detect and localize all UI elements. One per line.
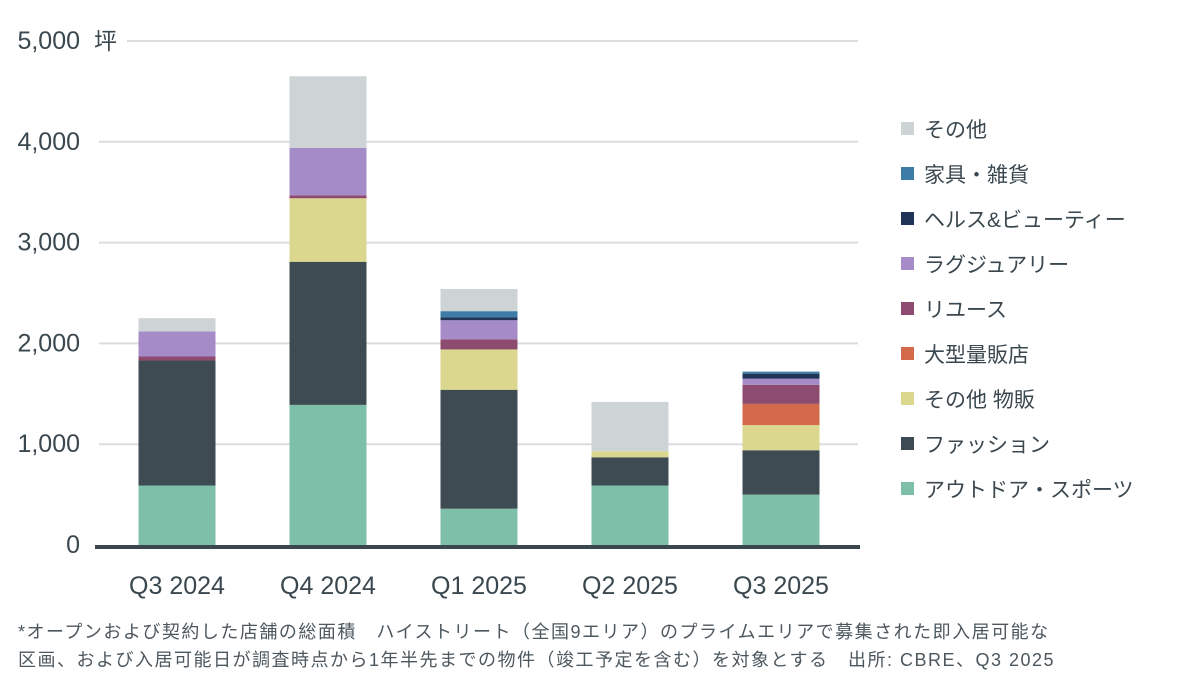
legend-label: アウトドア・スポーツ xyxy=(924,478,1134,502)
legend-item: その他 xyxy=(901,106,1134,151)
bar-segment xyxy=(138,485,216,545)
bar-segment xyxy=(289,147,367,196)
legend-item: 家具・雑貨 xyxy=(901,151,1134,196)
bar-segment xyxy=(289,404,367,545)
legend-swatch xyxy=(901,212,914,225)
bar-segment xyxy=(289,76,367,148)
bar-segment xyxy=(440,317,518,321)
legend-item: ラグジュアリー xyxy=(901,241,1134,286)
legend-label: その他 xyxy=(924,118,987,142)
bar-segment xyxy=(440,389,518,509)
bar-segment xyxy=(289,198,367,262)
x-tick-label: Q1 2025 xyxy=(431,572,527,600)
legend-swatch xyxy=(901,122,914,135)
bar-segment xyxy=(440,339,518,350)
bar-segment xyxy=(138,360,216,486)
chart-legend: その他家具・雑貨ヘルス&ビューティー ラグジュアリー リユース大型量販店その他 物販… xyxy=(901,106,1134,511)
bar-segment xyxy=(591,457,669,486)
legend-item: アウトドア・スポーツ xyxy=(901,466,1134,511)
legend-item: 大型量販店 xyxy=(901,331,1134,376)
legend-swatch xyxy=(901,482,914,495)
footnote-line-2: 区画、および入居可能日が調査時点から1年半先までの物件（竣工予定を含む）を対象と… xyxy=(18,650,1056,670)
legend-label: 家具・雑貨 xyxy=(924,163,1029,187)
bar-segment xyxy=(591,485,669,545)
bar-segment xyxy=(742,450,820,495)
x-tick-label: Q3 2025 xyxy=(733,572,829,600)
y-tick-label: 0 xyxy=(66,531,80,559)
legend-swatch xyxy=(901,167,914,180)
x-tick-label: Q4 2024 xyxy=(280,572,376,600)
stacked-bar-chart: 0 1,000 2,000 3,000 4,000 5,000 坪 Q3 2024 Q4 202… xyxy=(17,27,860,600)
footnote-line-1: *オープンおよび契約した店舗の総面積 ハイストリート（全国9エリア）のプライムエ… xyxy=(18,622,1050,642)
bar-segment xyxy=(440,320,518,340)
legend-label: ヘルス&ビューティー xyxy=(924,208,1126,232)
y-tick-label: 4,000 xyxy=(17,128,80,156)
x-tick-label: Q2 2025 xyxy=(582,572,678,600)
bar-segment xyxy=(591,401,669,452)
bar-segment xyxy=(440,349,518,390)
legend-swatch xyxy=(901,257,914,270)
legend-label: ファッション xyxy=(924,433,1050,457)
legend-item: ヘルス&ビューティー xyxy=(901,196,1134,241)
bar-segment xyxy=(440,508,518,545)
legend-label: ラグジュアリー xyxy=(924,253,1070,277)
bar-segment xyxy=(289,195,367,199)
bar-segment xyxy=(440,311,518,318)
bar-segment xyxy=(742,384,820,404)
legend-swatch xyxy=(901,347,914,360)
legend-item: リユース xyxy=(901,286,1134,331)
bar-segment xyxy=(138,318,216,332)
y-tick-label: 2,000 xyxy=(17,329,80,357)
bar-segment xyxy=(591,451,669,458)
bar-segment xyxy=(742,403,820,426)
x-tick-label: Q3 2024 xyxy=(129,572,225,600)
footnote: *オープンおよび契約した店舗の総面積 ハイストリート（全国9エリア）のプライムエ… xyxy=(18,618,1188,674)
bar-segment xyxy=(138,331,216,357)
bar-segment xyxy=(742,373,820,379)
y-tick-label: 1,000 xyxy=(17,430,80,458)
bar-segment xyxy=(138,356,216,361)
y-tick-label: 5,000 xyxy=(17,27,80,55)
bar-segment xyxy=(742,371,820,374)
legend-label: その他 物販 xyxy=(924,388,1035,412)
legend-item: ファッション xyxy=(901,421,1134,466)
legend-swatch xyxy=(901,437,914,450)
legend-item: その他 物販 xyxy=(901,376,1134,421)
bar-segment xyxy=(742,494,820,545)
y-axis-unit-label: 坪 xyxy=(94,28,117,54)
bar-segment xyxy=(742,378,820,385)
legend-label: 大型量販店 xyxy=(924,343,1029,367)
bar-segment xyxy=(742,425,820,451)
legend-label: リユース xyxy=(924,298,1007,322)
bar-segment xyxy=(440,288,518,312)
bar-segment xyxy=(289,261,367,405)
legend-swatch xyxy=(901,392,914,405)
legend-swatch xyxy=(901,302,914,315)
y-tick-label: 3,000 xyxy=(17,229,80,257)
